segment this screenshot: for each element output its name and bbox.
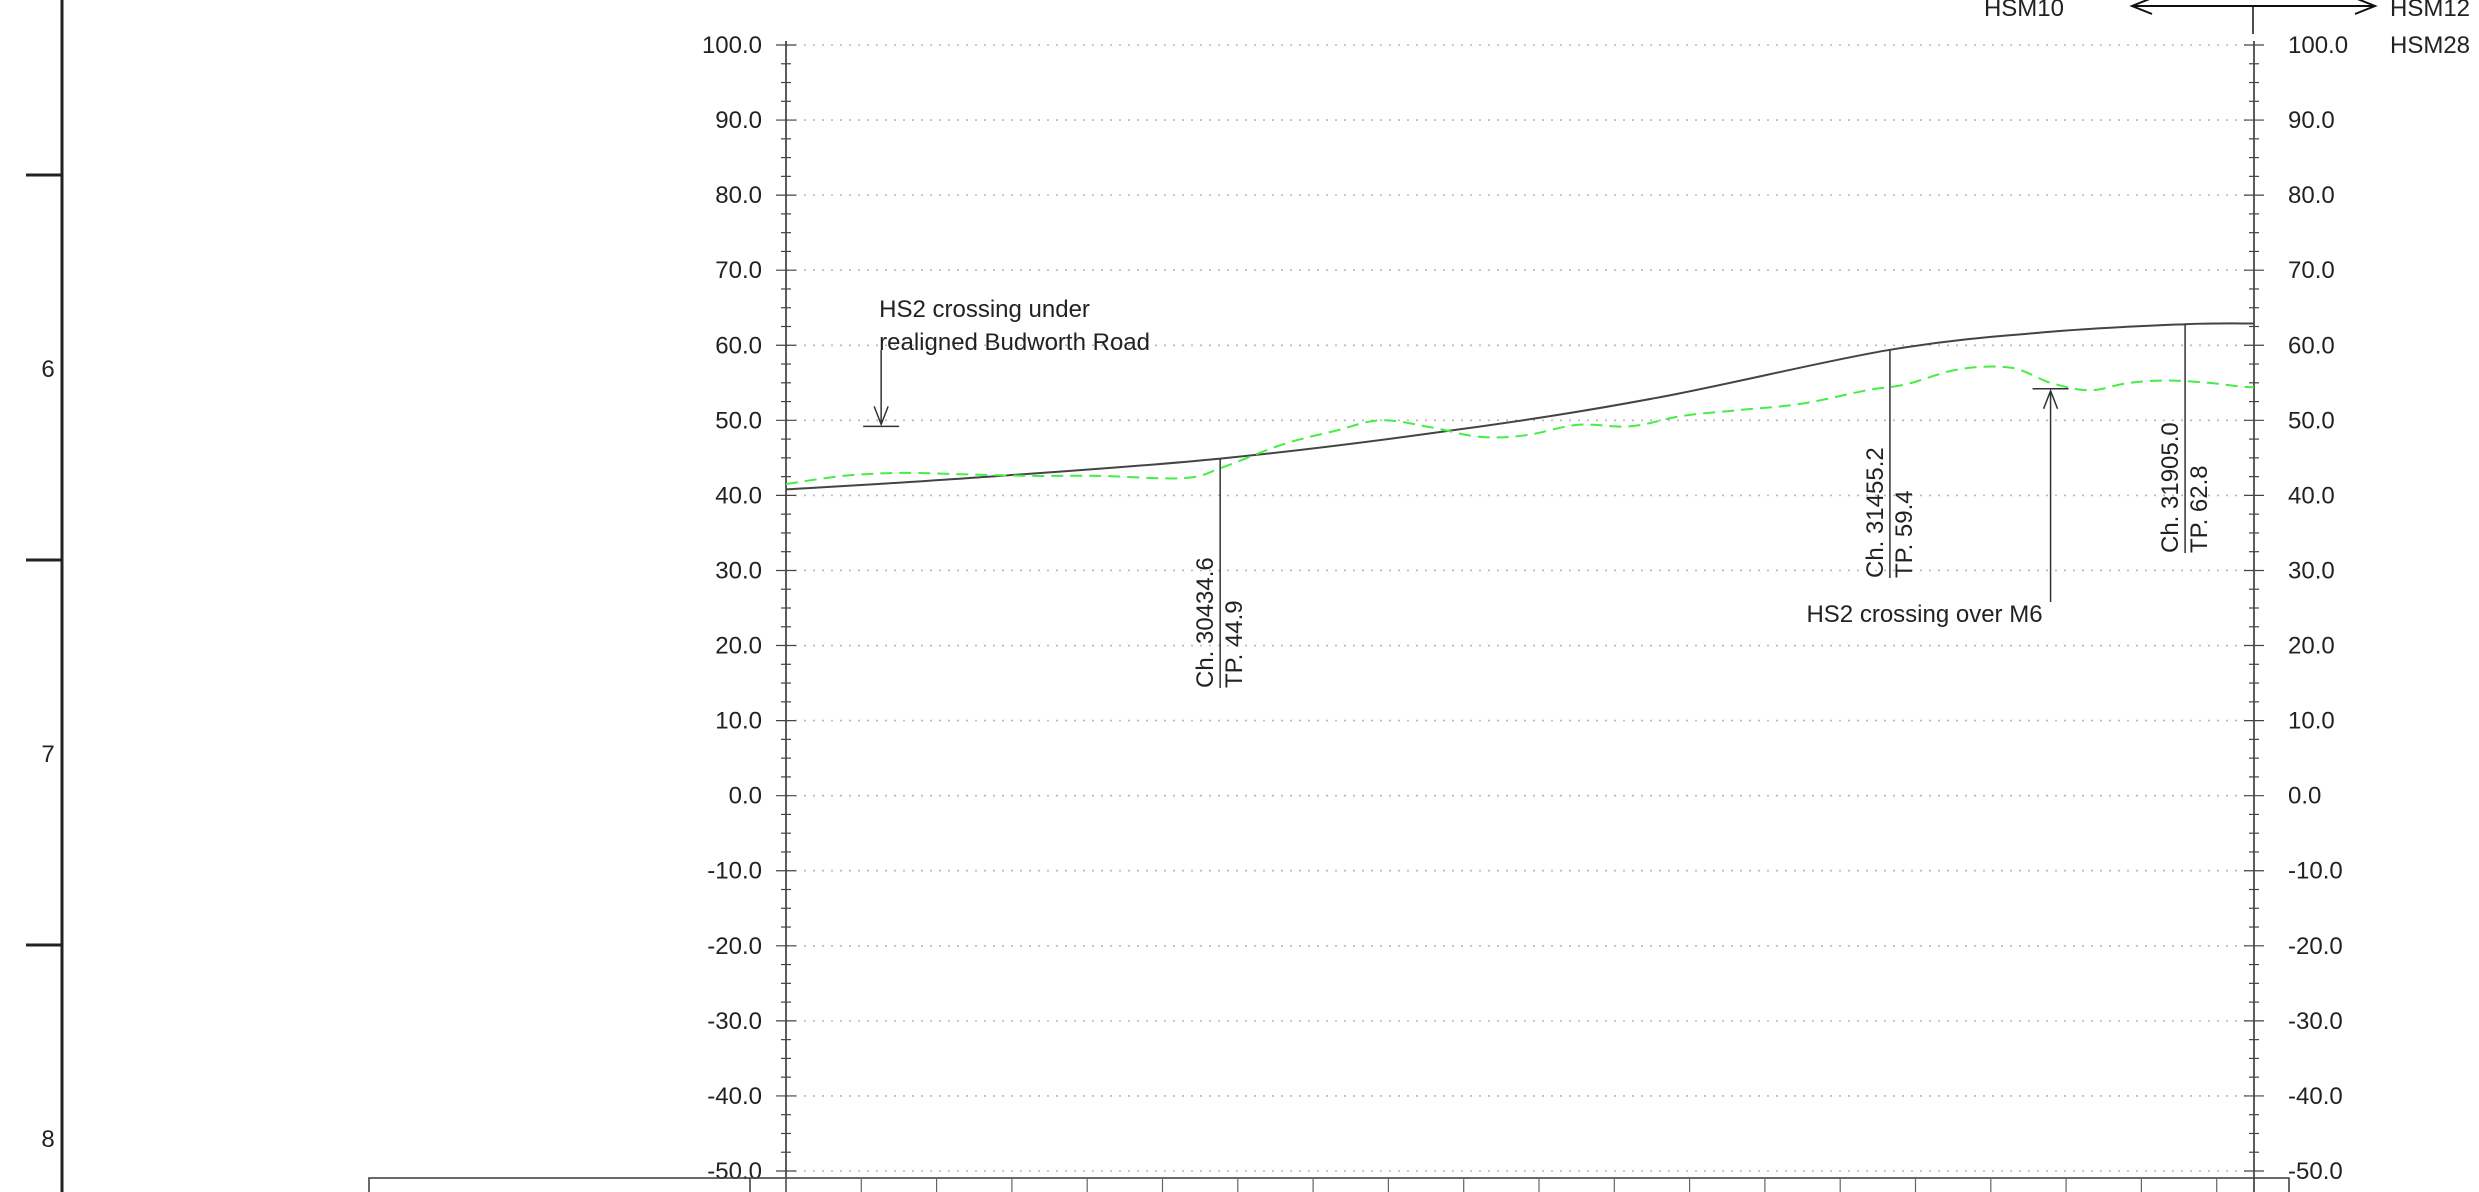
sheet-border: 6 7 8 [26, 0, 64, 1192]
annotations: HS2 crossing under realigned Budworth Roa… [863, 296, 2069, 628]
y-tick-label-left: 40.0 [715, 482, 762, 509]
y-tick-label-right: -20.0 [2288, 933, 2343, 960]
y-tick-label-right: -10.0 [2288, 858, 2343, 885]
y-tick-label-right: 10.0 [2288, 708, 2335, 735]
section-labels: HSM10 HSM12 HSM28 [1984, 0, 2470, 59]
chainage-marker-label: Ch. 31455.2 TP. 59.4 [1862, 447, 1918, 578]
y-tick-label-right: 40.0 [2288, 482, 2335, 509]
row-label-6: 6 [41, 356, 54, 383]
section-label-right: HSM12 [2390, 0, 2470, 22]
chainage-marker-label: Ch. 31905.0 TP. 62.8 [2157, 422, 2213, 553]
y-tick-label-left: 90.0 [715, 107, 762, 134]
y-tick-label-left: 60.0 [715, 332, 762, 359]
y-tick-label-right: 30.0 [2288, 557, 2335, 584]
section-label-left: HSM10 [1984, 0, 2064, 22]
y-tick-label-left: 100.0 [702, 32, 762, 59]
y-tick-label-left: -10.0 [707, 858, 762, 885]
profile-lines [785, 322, 2255, 491]
track-level-text: TP. 62.8 [2186, 465, 2213, 553]
m6-arrow-head [2042, 388, 2059, 410]
y-tick-label-right: -30.0 [2288, 1008, 2343, 1035]
y-tick-label-left: 20.0 [715, 633, 762, 660]
y-tick-label-right: -40.0 [2288, 1083, 2343, 1110]
y-tick-label-left: 30.0 [715, 557, 762, 584]
y-tick-label-right: 20.0 [2288, 633, 2335, 660]
track-level-text: TP. 59.4 [1891, 490, 1918, 578]
y-tick-label-right: -50.0 [2288, 1158, 2343, 1185]
grid-lines [786, 44, 2254, 1172]
budworth-annotation-line1: HS2 crossing under [879, 296, 1090, 323]
y-tick-label-right: 70.0 [2288, 257, 2335, 284]
y-tick-label-left: -50.0 [707, 1158, 762, 1185]
y-tick-label-right: 80.0 [2288, 182, 2335, 209]
chainage-text: Ch. 31905.0 [2157, 422, 2184, 553]
y-tick-label-left: -40.0 [707, 1083, 762, 1110]
chainage-marker-label: Ch. 30434.6 TP. 44.9 [1192, 557, 1248, 688]
y-tick-label-left: 50.0 [715, 407, 762, 434]
y-tick-label-right: 0.0 [2288, 783, 2321, 810]
level-axes: 100.0 100.0 90.0 90.0 80.0 80.0 70.0 70.0 60.0 60… [702, 32, 2348, 1192]
y-tick-label-right: 60.0 [2288, 332, 2335, 359]
y-tick-label-right: 90.0 [2288, 107, 2335, 134]
m6-annotation-text: HS2 crossing over M6 [1806, 601, 2042, 628]
chainage-text: Ch. 30434.6 [1192, 557, 1219, 688]
chainage-markers: Ch. 30434.6 TP. 44.9Ch. 31455.2 TP. 59.4 Ch… [1192, 324, 2213, 688]
proposed-track-profile-line [785, 322, 2255, 491]
bottom-data-table [368, 1177, 2290, 1192]
row-label-7: 7 [41, 741, 54, 768]
budworth-arrow-head [873, 406, 889, 427]
y-tick-label-left: -30.0 [707, 1008, 762, 1035]
budworth-annotation-line2: realigned Budworth Road [879, 329, 1150, 356]
track-level-text: TP. 44.9 [1221, 600, 1248, 688]
y-tick-label-right: 100.0 [2288, 32, 2348, 59]
row-label-8: 8 [41, 1126, 54, 1153]
y-tick-label-right: 50.0 [2288, 407, 2335, 434]
y-tick-label-left: 0.0 [729, 783, 762, 810]
existing-ground-level-line [785, 365, 2255, 486]
y-tick-label-left: 80.0 [715, 182, 762, 209]
y-tick-label-left: 10.0 [715, 708, 762, 735]
y-tick-label-left: 70.0 [715, 257, 762, 284]
y-tick-label-left: -20.0 [707, 933, 762, 960]
section-label-right-below: HSM28 [2390, 32, 2470, 59]
chainage-text: Ch. 31455.2 [1862, 447, 1889, 578]
